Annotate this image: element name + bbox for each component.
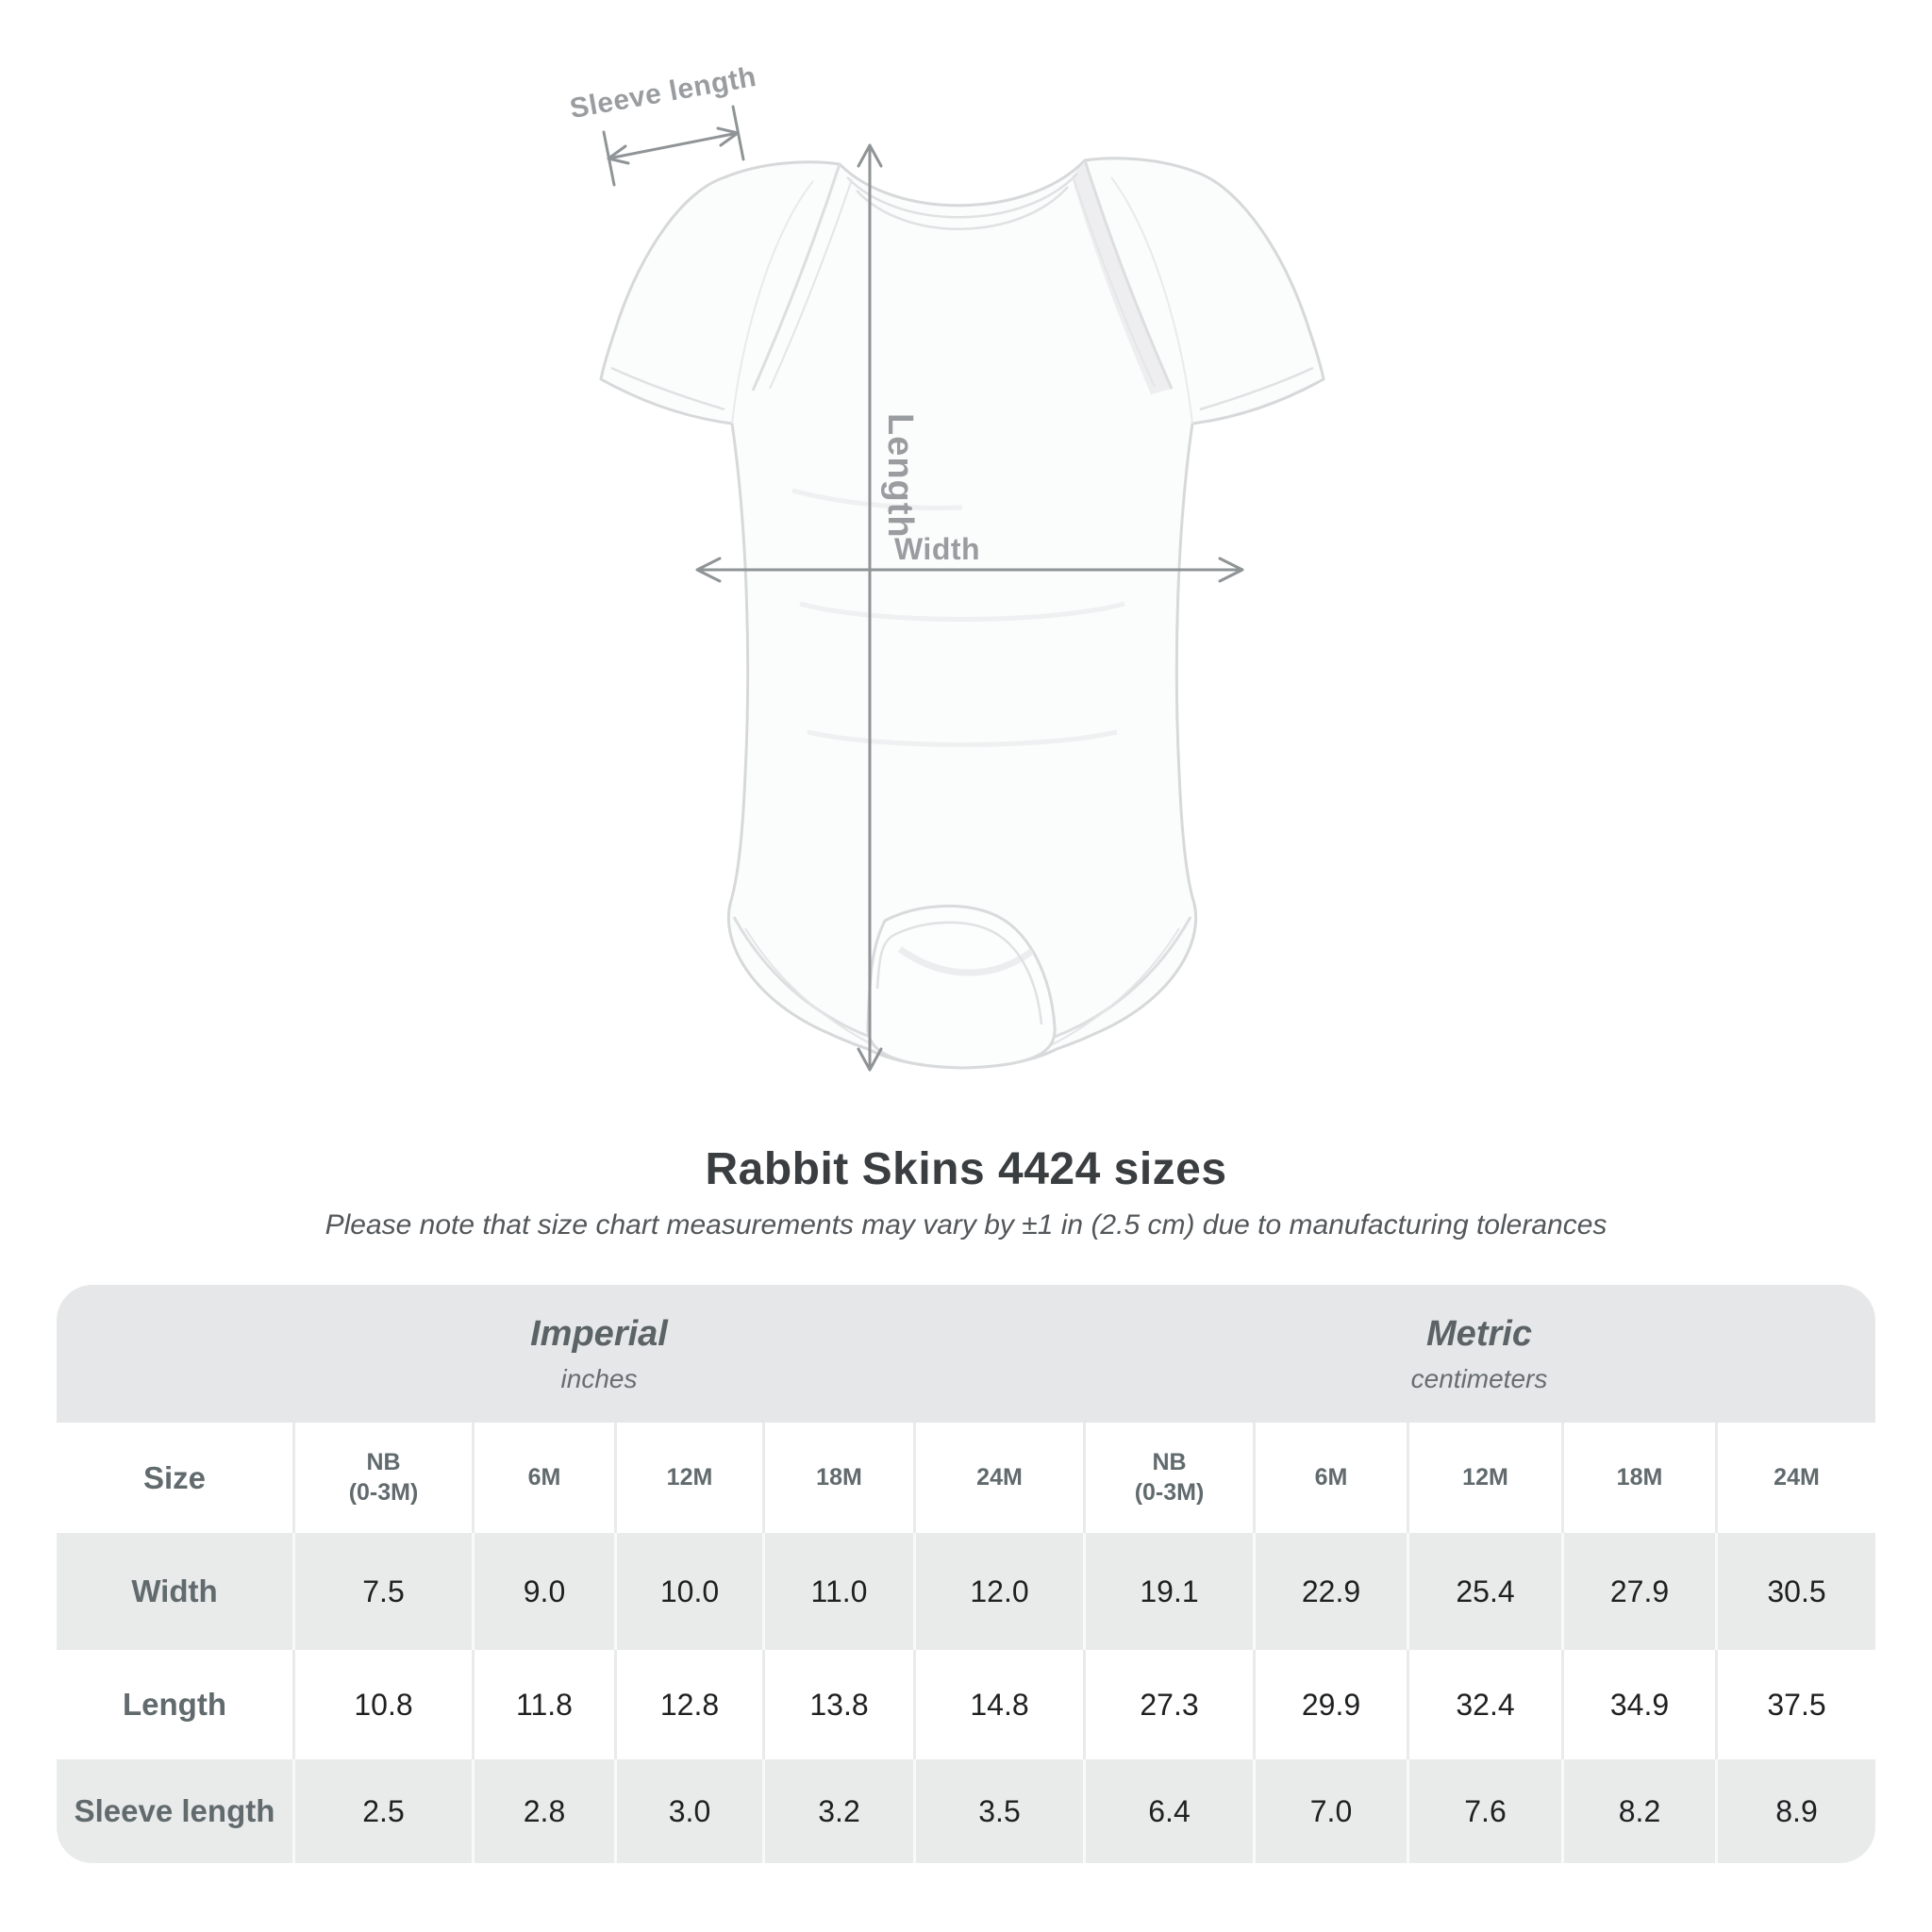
size-cell: 27.3 [1083, 1650, 1253, 1759]
size-cell: 34.9 [1561, 1650, 1715, 1759]
header-metric-12m: 12M [1407, 1423, 1561, 1533]
page-title: Rabbit Skins 4424 sizes [705, 1144, 1227, 1194]
size-cell: 13.8 [762, 1650, 913, 1759]
tolerance-note: Please note that size chart measurements… [325, 1209, 1607, 1241]
unit-group-unit: centimeters [1410, 1363, 1548, 1393]
header-imperial-6m: 6M [472, 1423, 614, 1533]
size-cell: 12.0 [913, 1533, 1083, 1650]
size-cell: 3.0 [614, 1759, 762, 1863]
size-cell: 27.9 [1561, 1533, 1715, 1650]
size-table: Imperial inches Metric centimeters Size … [57, 1285, 1875, 1863]
size-cell: 7.5 [292, 1533, 472, 1650]
header-imperial-nb: NB (0-3M) [292, 1423, 472, 1533]
header-metric-18m: 18M [1561, 1423, 1715, 1533]
unit-group-name: Imperial [530, 1313, 668, 1354]
size-cell: 9.0 [472, 1533, 614, 1650]
size-cell: 2.5 [292, 1759, 472, 1863]
header-imperial-12m: 12M [614, 1423, 762, 1533]
size-cell: 14.8 [913, 1650, 1083, 1759]
size-cell: 10.0 [614, 1533, 762, 1650]
size-cell: 11.8 [472, 1650, 614, 1759]
bodysuit-illustration [599, 157, 1325, 1070]
width-label: Width [894, 532, 981, 566]
size-cell: 6.4 [1083, 1759, 1253, 1863]
row-label-length: Length [57, 1650, 292, 1759]
size-cell: 8.2 [1561, 1759, 1715, 1863]
unit-group-imperial: Imperial inches [57, 1285, 1083, 1423]
size-cell: 25.4 [1407, 1533, 1561, 1650]
size-cell: 3.5 [913, 1759, 1083, 1863]
length-label: Length [880, 413, 920, 539]
size-cell: 7.6 [1407, 1759, 1561, 1863]
size-cell: 10.8 [292, 1650, 472, 1759]
header-imperial-24m: 24M [913, 1423, 1083, 1533]
corner-header-size: Size [57, 1423, 292, 1533]
size-cell: 30.5 [1715, 1533, 1875, 1650]
dimension-arrows [602, 105, 1244, 1072]
sleeve-length-dimension-arrow [602, 105, 745, 187]
size-cell: 19.1 [1083, 1533, 1253, 1650]
size-cell: 32.4 [1407, 1650, 1561, 1759]
unit-group-metric: Metric centimeters [1083, 1285, 1875, 1423]
row-label-sleeve-length: Sleeve length [57, 1759, 292, 1863]
unit-group-unit: inches [560, 1363, 638, 1393]
size-cell: 8.9 [1715, 1759, 1875, 1863]
width-dimension-arrow [695, 557, 1244, 583]
size-cell: 7.0 [1253, 1759, 1407, 1863]
header-metric-6m: 6M [1253, 1423, 1407, 1533]
size-cell: 37.5 [1715, 1650, 1875, 1759]
header-metric-nb: NB (0-3M) [1083, 1423, 1253, 1533]
size-cell: 29.9 [1253, 1650, 1407, 1759]
header-metric-24m: 24M [1715, 1423, 1875, 1533]
row-label-width: Width [57, 1533, 292, 1650]
header-imperial-18m: 18M [762, 1423, 913, 1533]
size-cell: 2.8 [472, 1759, 614, 1863]
length-dimension-arrow [857, 143, 883, 1072]
size-cell: 11.0 [762, 1533, 913, 1650]
size-cell: 3.2 [762, 1759, 913, 1863]
size-cell: 12.8 [614, 1650, 762, 1759]
unit-group-name: Metric [1426, 1313, 1532, 1354]
size-cell: 22.9 [1253, 1533, 1407, 1650]
